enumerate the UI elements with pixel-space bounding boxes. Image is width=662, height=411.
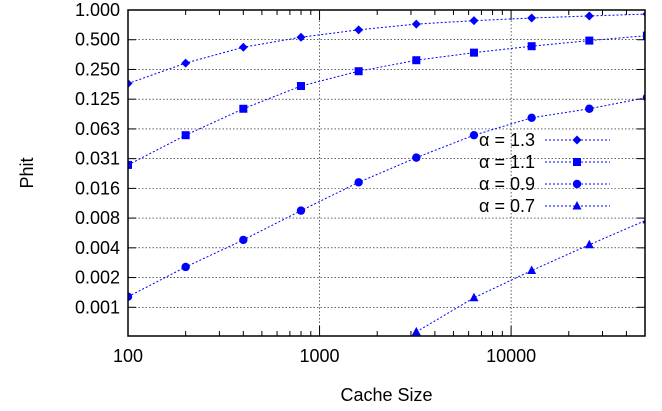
data-point: [527, 13, 537, 23]
data-point: [469, 16, 479, 26]
y-axis-label: Phit: [17, 157, 37, 188]
legend-marker: [573, 158, 581, 166]
data-point: [296, 206, 306, 215]
x-tick-label: 10000: [486, 346, 536, 366]
y-tick-label: 0.250: [75, 59, 120, 79]
data-point: [585, 36, 594, 45]
data-point: [527, 265, 537, 275]
data-point: [181, 131, 190, 140]
data-point: [128, 79, 133, 89]
legend-label: α = 1.3: [479, 130, 535, 150]
legend-marker: [572, 135, 582, 145]
y-tick-label: 0.016: [75, 178, 120, 198]
y-tick-label: 0.004: [75, 238, 120, 258]
series-line: [416, 220, 645, 333]
data-point: [411, 326, 421, 336]
series: [128, 93, 645, 301]
series-layer: [128, 11, 645, 336]
data-point: [642, 93, 645, 102]
data-point: [585, 104, 594, 113]
data-point: [239, 104, 248, 113]
data-point: [412, 56, 421, 65]
data-point: [128, 160, 132, 169]
data-point: [527, 42, 536, 51]
y-tick-label: 1.000: [75, 0, 120, 20]
grid-lines: [127, 9, 645, 336]
y-tick-label: 0.125: [75, 89, 120, 109]
data-point: [469, 130, 479, 140]
data-point: [584, 11, 594, 21]
series: [128, 11, 645, 89]
legend: α = 1.3α = 1.1α = 0.9α = 0.7: [479, 130, 610, 216]
x-tick-label: 100: [113, 346, 143, 366]
plot-frame: [127, 9, 646, 337]
series: [128, 31, 645, 169]
data-point: [354, 25, 364, 35]
y-tick-label: 0.500: [75, 30, 120, 50]
legend-label: α = 1.1: [479, 152, 535, 172]
data-point: [128, 292, 133, 301]
data-point: [239, 235, 248, 245]
x-tick-label: 1000: [300, 346, 340, 366]
data-point: [354, 67, 363, 76]
data-point: [642, 11, 645, 17]
data-point: [181, 262, 190, 272]
y-tick-label: 0.063: [75, 119, 120, 139]
data-point: [412, 153, 421, 162]
data-point: [296, 81, 305, 90]
data-point: [642, 218, 645, 224]
data-point: [527, 113, 536, 122]
series-line: [128, 13, 645, 85]
legend-marker: [572, 179, 582, 189]
x-axis-label: Cache Size: [340, 385, 432, 405]
data-point: [354, 178, 363, 187]
data-point: [296, 32, 306, 42]
data-point: [584, 239, 594, 249]
legend-label: α = 0.9: [479, 174, 535, 194]
data-point: [469, 292, 479, 302]
data-point: [642, 31, 645, 40]
y-tick-label: 0.002: [75, 268, 120, 288]
y-tick-label: 0.001: [75, 297, 120, 317]
data-point: [181, 58, 191, 68]
data-point: [411, 19, 421, 29]
data-point: [469, 48, 478, 57]
axis-ticks: 1.000 0.500 0.250 0.125 0.063 0.031 0.016 0.008…: [75, 0, 645, 366]
y-tick-label: 0.031: [75, 149, 120, 169]
legend-marker: [572, 201, 582, 210]
series: [411, 218, 645, 336]
y-tick-label: 0.008: [75, 208, 120, 228]
series-line: [128, 35, 645, 166]
series-line: [128, 97, 645, 298]
data-point: [238, 42, 248, 52]
legend-label: α = 0.7: [479, 196, 535, 216]
